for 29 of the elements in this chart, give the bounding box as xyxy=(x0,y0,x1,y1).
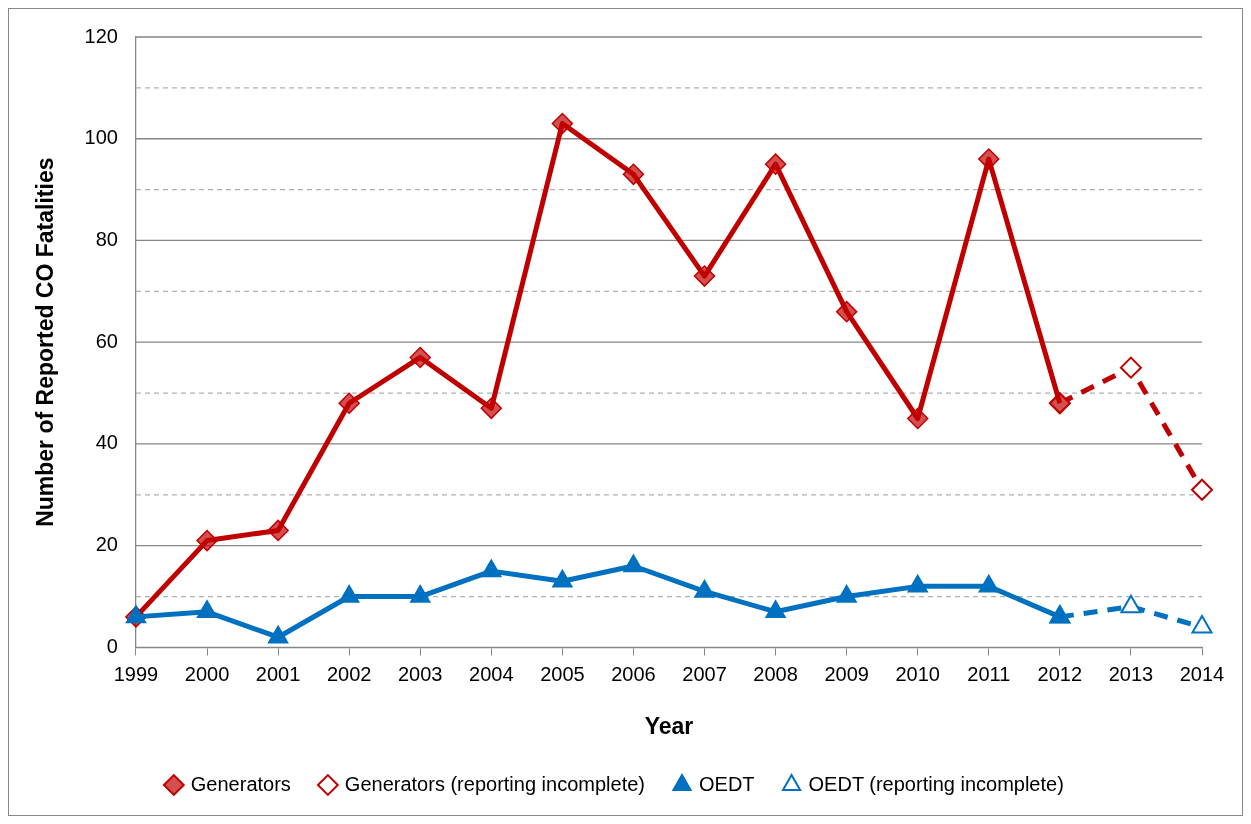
x-tick-label: 2003 xyxy=(397,662,443,685)
y-tick-label: 40 xyxy=(95,431,118,454)
x-tick-label: 2001 xyxy=(255,662,301,685)
y-tick-label: 100 xyxy=(84,126,118,149)
y-tick-label: 60 xyxy=(95,329,118,352)
x-tick-label: 2008 xyxy=(753,662,798,685)
x-tick-label: 2007 xyxy=(682,662,727,685)
x-tick-label: 2011 xyxy=(967,662,1011,685)
x-tick-label: 2005 xyxy=(540,662,585,685)
x-tick-label: 2012 xyxy=(1037,662,1083,685)
legend-label: OEDT xyxy=(698,772,755,795)
x-tick-label: 1999 xyxy=(113,662,159,685)
x-tick-label: 2004 xyxy=(469,662,514,685)
legend-label: Generators (reporting incomplete) xyxy=(344,772,645,795)
x-tick-label: 2006 xyxy=(611,662,656,685)
y-tick-label: 120 xyxy=(84,24,118,47)
y-tick-label: 20 xyxy=(95,533,118,556)
x-tick-label: 2014 xyxy=(1179,662,1225,685)
x-tick-label: 2000 xyxy=(184,662,230,685)
y-tick-label: 80 xyxy=(95,227,118,250)
y-axis-title: Number of Reported CO Fatalities xyxy=(32,157,59,527)
y-tick-label: 0 xyxy=(106,634,118,657)
x-tick-label: 2009 xyxy=(824,662,869,685)
legend-label: OEDT (reporting incomplete) xyxy=(808,772,1064,795)
x-tick-label: 2002 xyxy=(326,662,372,685)
x-axis-title: Year xyxy=(644,712,694,739)
legend-label: Generators xyxy=(190,772,291,795)
x-tick-label: 2010 xyxy=(895,662,940,685)
x-tick-label: 2013 xyxy=(1108,662,1154,685)
